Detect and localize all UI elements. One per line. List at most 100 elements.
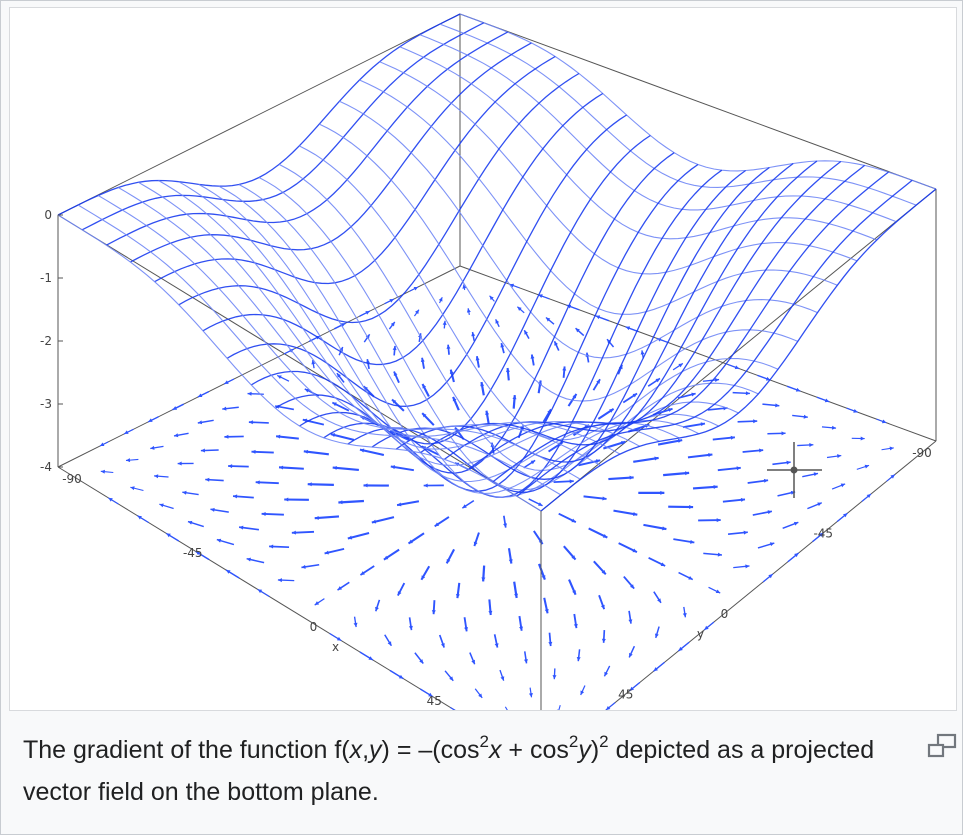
vector-arrow-head: [257, 589, 263, 594]
mesh-line: [202, 92, 604, 366]
vector-arrow: [359, 448, 385, 457]
vector-arrow-head: [332, 402, 337, 407]
vector-arrow-head: [500, 343, 505, 348]
vector-arrow-head: [655, 378, 660, 383]
vector-arrow-head: [428, 692, 433, 697]
vector-arrow-head: [524, 330, 529, 335]
vector-arrow-head: [714, 378, 720, 383]
vector-arrow-head: [708, 452, 713, 457]
mesh-line: [395, 162, 794, 463]
surface-mesh: [57, 13, 937, 512]
vector-arrow-head: [632, 548, 637, 553]
vector-arrow-head: [314, 515, 319, 520]
z-tick-label: -1: [40, 271, 52, 285]
vector-arrow-head: [595, 315, 601, 320]
vector-arrow-head: [304, 388, 310, 393]
vector-arrow-head: [489, 295, 494, 301]
vector-arrow-head: [794, 553, 799, 558]
vector-arrow-head: [691, 392, 696, 397]
mesh-line: [516, 179, 913, 497]
vector-arrow-head: [690, 539, 695, 544]
vector-arrow-head: [363, 483, 368, 488]
vector-arrow-head: [481, 577, 486, 582]
enlarge-icon[interactable]: [926, 732, 958, 760]
vector-arrow-head: [853, 408, 858, 413]
vector-arrow-head: [216, 538, 222, 543]
vector-arrow-head: [99, 442, 105, 447]
vector-arrow-head: [375, 606, 379, 612]
vector-arrow-head: [713, 484, 718, 489]
vector-arrow: [663, 471, 690, 477]
vector-arrow-head: [793, 521, 799, 526]
vector-arrow-head: [393, 371, 398, 376]
mesh-line: [226, 114, 627, 407]
vector-arrow-head: [795, 387, 801, 392]
vector-arrow-head: [607, 339, 612, 344]
vector-arrow: [314, 515, 340, 520]
vector-arrow-head: [408, 625, 413, 631]
vector-arrow-head: [224, 434, 229, 439]
vector-arrow-head: [781, 431, 786, 436]
mesh-line: [158, 180, 641, 450]
vector-arrow-head: [222, 406, 227, 411]
x-tick-label: 45: [427, 694, 442, 708]
mesh-line: [250, 134, 651, 445]
vector-arrow: [450, 706, 456, 710]
vector-arrow-head: [125, 458, 131, 463]
vector-arrow-head: [629, 475, 634, 480]
vector-arrow-head: [338, 500, 343, 505]
vector-arrow-head: [173, 433, 179, 438]
vector-arrow-head: [769, 542, 775, 547]
vector-arrow-head: [562, 366, 567, 371]
vector-arrow-head: [303, 449, 309, 454]
vector-arrow-head: [154, 474, 159, 479]
vector-arrow-head: [279, 465, 284, 470]
vector-arrow-head: [205, 477, 210, 482]
vector-arrow-head: [431, 610, 436, 615]
mesh-line: [178, 181, 660, 466]
figure-image[interactable]: 0-1-2-3-4-90-4504590-90-4504590yx: [9, 7, 957, 711]
x-tick-label: 0: [310, 620, 318, 634]
vector-arrow-head: [629, 652, 633, 658]
vector-arrow-head: [360, 571, 365, 576]
vector-arrow-head: [684, 471, 690, 476]
y-tick-label: 45: [618, 688, 633, 702]
vector-arrow-head: [332, 465, 337, 470]
vector-arrow-head: [365, 311, 370, 315]
y-tick-label: -45: [813, 527, 833, 541]
vector-arrow-head: [307, 482, 312, 487]
vector-arrow-head: [389, 299, 394, 303]
figure-caption: The gradient of the function f(x,y) = –(…: [23, 731, 875, 806]
vector-arrow-head: [734, 365, 740, 370]
vector-arrow: [307, 483, 334, 486]
y-tick-label: 0: [721, 607, 729, 621]
vector-arrow-head: [678, 363, 683, 368]
vector-arrow-head: [337, 586, 342, 591]
vector-arrow-head: [600, 604, 605, 610]
mesh-line: [97, 195, 581, 480]
vector-arrow-head: [530, 460, 536, 465]
vector-arrow: [558, 705, 561, 710]
vector-arrow-head: [446, 344, 451, 349]
vector-arrow-head: [251, 449, 256, 454]
vector-arrow-head: [775, 403, 780, 408]
vector-arrow-head: [552, 675, 557, 680]
vector-arrow-head: [438, 297, 443, 302]
vector-arrow-head: [419, 659, 424, 664]
vector-arrow-head: [366, 359, 370, 364]
vector-arrow-head: [768, 574, 773, 579]
vector-arrow-head: [475, 356, 480, 361]
vector-arrow: [692, 485, 718, 490]
vector-arrow: [504, 706, 508, 710]
vector-arrow-head: [517, 306, 522, 311]
vector-arrow: [332, 466, 359, 472]
vector-arrow-head: [819, 532, 824, 537]
vector-arrow-head: [662, 526, 667, 531]
vector-arrow-head: [277, 578, 282, 583]
vector-arrow-head: [715, 589, 721, 594]
vector-arrow-head: [716, 518, 721, 523]
vector-arrow-head: [462, 504, 467, 509]
vector-arrow-head: [422, 383, 427, 389]
vector-arrow-head: [195, 551, 201, 556]
vector-arrow-head: [449, 369, 454, 375]
